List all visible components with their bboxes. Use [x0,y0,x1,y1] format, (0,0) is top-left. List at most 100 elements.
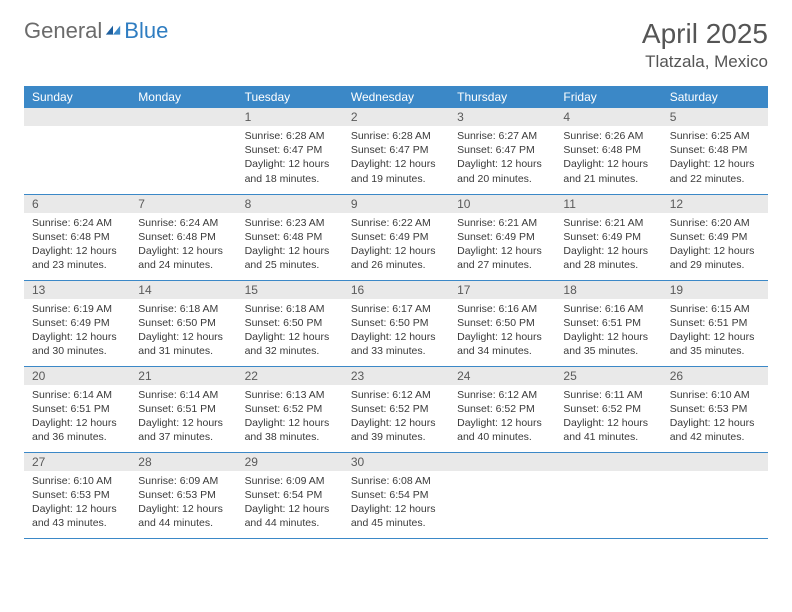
month-title: April 2025 [642,18,768,50]
sunrise-line: Sunrise: 6:12 AM [457,388,547,402]
day-details: Sunrise: 6:10 AMSunset: 6:53 PMDaylight:… [24,471,130,535]
day-details: Sunrise: 6:27 AMSunset: 6:47 PMDaylight:… [449,126,555,190]
daylight-line: Daylight: 12 hours and 28 minutes. [563,244,653,272]
calendar-cell [24,108,130,194]
daylight-line: Daylight: 12 hours and 40 minutes. [457,416,547,444]
day-details: Sunrise: 6:12 AMSunset: 6:52 PMDaylight:… [449,385,555,449]
calendar-cell: 16Sunrise: 6:17 AMSunset: 6:50 PMDayligh… [343,280,449,366]
day-number: 27 [24,453,130,471]
sunrise-line: Sunrise: 6:14 AM [138,388,228,402]
day-details: Sunrise: 6:23 AMSunset: 6:48 PMDaylight:… [237,213,343,277]
calendar-cell: 30Sunrise: 6:08 AMSunset: 6:54 PMDayligh… [343,452,449,538]
day-number: 2 [343,108,449,126]
weekday-header: Friday [555,86,661,108]
day-number: 11 [555,195,661,213]
day-details: Sunrise: 6:24 AMSunset: 6:48 PMDaylight:… [130,213,236,277]
sunrise-line: Sunrise: 6:09 AM [138,474,228,488]
day-number: 5 [662,108,768,126]
sunset-line: Sunset: 6:51 PM [670,316,760,330]
calendar-cell: 11Sunrise: 6:21 AMSunset: 6:49 PMDayligh… [555,194,661,280]
day-details: Sunrise: 6:16 AMSunset: 6:50 PMDaylight:… [449,299,555,363]
daylight-line: Daylight: 12 hours and 27 minutes. [457,244,547,272]
logo-word-2: Blue [124,18,168,44]
calendar-cell: 26Sunrise: 6:10 AMSunset: 6:53 PMDayligh… [662,366,768,452]
sunrise-line: Sunrise: 6:28 AM [351,129,441,143]
day-number: 17 [449,281,555,299]
logo: General Blue [24,18,168,44]
sunset-line: Sunset: 6:49 PM [457,230,547,244]
day-number: 4 [555,108,661,126]
day-details: Sunrise: 6:20 AMSunset: 6:49 PMDaylight:… [662,213,768,277]
day-details: Sunrise: 6:12 AMSunset: 6:52 PMDaylight:… [343,385,449,449]
day-details: Sunrise: 6:21 AMSunset: 6:49 PMDaylight:… [555,213,661,277]
day-details: Sunrise: 6:09 AMSunset: 6:53 PMDaylight:… [130,471,236,535]
day-details: Sunrise: 6:24 AMSunset: 6:48 PMDaylight:… [24,213,130,277]
title-block: April 2025 Tlatzala, Mexico [642,18,768,72]
sunrise-line: Sunrise: 6:21 AM [457,216,547,230]
day-details: Sunrise: 6:21 AMSunset: 6:49 PMDaylight:… [449,213,555,277]
sunset-line: Sunset: 6:50 PM [245,316,335,330]
day-details: Sunrise: 6:09 AMSunset: 6:54 PMDaylight:… [237,471,343,535]
day-number: 30 [343,453,449,471]
day-number: 22 [237,367,343,385]
sunrise-line: Sunrise: 6:09 AM [245,474,335,488]
logo-mark-icon [104,22,122,40]
day-number: 25 [555,367,661,385]
calendar-cell: 13Sunrise: 6:19 AMSunset: 6:49 PMDayligh… [24,280,130,366]
sunrise-line: Sunrise: 6:10 AM [670,388,760,402]
sunset-line: Sunset: 6:50 PM [351,316,441,330]
empty-day [130,108,236,126]
calendar-cell: 9Sunrise: 6:22 AMSunset: 6:49 PMDaylight… [343,194,449,280]
calendar-cell: 24Sunrise: 6:12 AMSunset: 6:52 PMDayligh… [449,366,555,452]
calendar-cell: 27Sunrise: 6:10 AMSunset: 6:53 PMDayligh… [24,452,130,538]
location-name: Tlatzala, Mexico [642,52,768,72]
day-number: 1 [237,108,343,126]
sunset-line: Sunset: 6:47 PM [351,143,441,157]
day-number: 12 [662,195,768,213]
daylight-line: Daylight: 12 hours and 23 minutes. [32,244,122,272]
sunset-line: Sunset: 6:54 PM [351,488,441,502]
day-details: Sunrise: 6:14 AMSunset: 6:51 PMDaylight:… [24,385,130,449]
empty-day [662,453,768,471]
sunset-line: Sunset: 6:52 PM [351,402,441,416]
sunrise-line: Sunrise: 6:20 AM [670,216,760,230]
calendar-cell: 23Sunrise: 6:12 AMSunset: 6:52 PMDayligh… [343,366,449,452]
empty-day [449,453,555,471]
sunrise-line: Sunrise: 6:18 AM [245,302,335,316]
sunrise-line: Sunrise: 6:27 AM [457,129,547,143]
day-details: Sunrise: 6:19 AMSunset: 6:49 PMDaylight:… [24,299,130,363]
calendar-cell: 8Sunrise: 6:23 AMSunset: 6:48 PMDaylight… [237,194,343,280]
sunset-line: Sunset: 6:49 PM [351,230,441,244]
daylight-line: Daylight: 12 hours and 29 minutes. [670,244,760,272]
weekday-header: Tuesday [237,86,343,108]
sunset-line: Sunset: 6:48 PM [138,230,228,244]
daylight-line: Daylight: 12 hours and 45 minutes. [351,502,441,530]
daylight-line: Daylight: 12 hours and 44 minutes. [138,502,228,530]
sunset-line: Sunset: 6:50 PM [457,316,547,330]
sunset-line: Sunset: 6:49 PM [563,230,653,244]
day-number: 16 [343,281,449,299]
calendar-row: 13Sunrise: 6:19 AMSunset: 6:49 PMDayligh… [24,280,768,366]
daylight-line: Daylight: 12 hours and 36 minutes. [32,416,122,444]
sunset-line: Sunset: 6:48 PM [563,143,653,157]
day-number: 14 [130,281,236,299]
day-number: 23 [343,367,449,385]
day-details: Sunrise: 6:16 AMSunset: 6:51 PMDaylight:… [555,299,661,363]
calendar-cell [555,452,661,538]
sunrise-line: Sunrise: 6:24 AM [138,216,228,230]
sunset-line: Sunset: 6:50 PM [138,316,228,330]
day-number: 18 [555,281,661,299]
sunrise-line: Sunrise: 6:17 AM [351,302,441,316]
calendar-cell: 14Sunrise: 6:18 AMSunset: 6:50 PMDayligh… [130,280,236,366]
day-number: 15 [237,281,343,299]
calendar-row: 27Sunrise: 6:10 AMSunset: 6:53 PMDayligh… [24,452,768,538]
sunrise-line: Sunrise: 6:21 AM [563,216,653,230]
calendar-cell: 29Sunrise: 6:09 AMSunset: 6:54 PMDayligh… [237,452,343,538]
daylight-line: Daylight: 12 hours and 43 minutes. [32,502,122,530]
daylight-line: Daylight: 12 hours and 41 minutes. [563,416,653,444]
weekday-header: Wednesday [343,86,449,108]
day-number: 13 [24,281,130,299]
calendar-cell: 5Sunrise: 6:25 AMSunset: 6:48 PMDaylight… [662,108,768,194]
calendar-row: 6Sunrise: 6:24 AMSunset: 6:48 PMDaylight… [24,194,768,280]
calendar-cell: 15Sunrise: 6:18 AMSunset: 6:50 PMDayligh… [237,280,343,366]
